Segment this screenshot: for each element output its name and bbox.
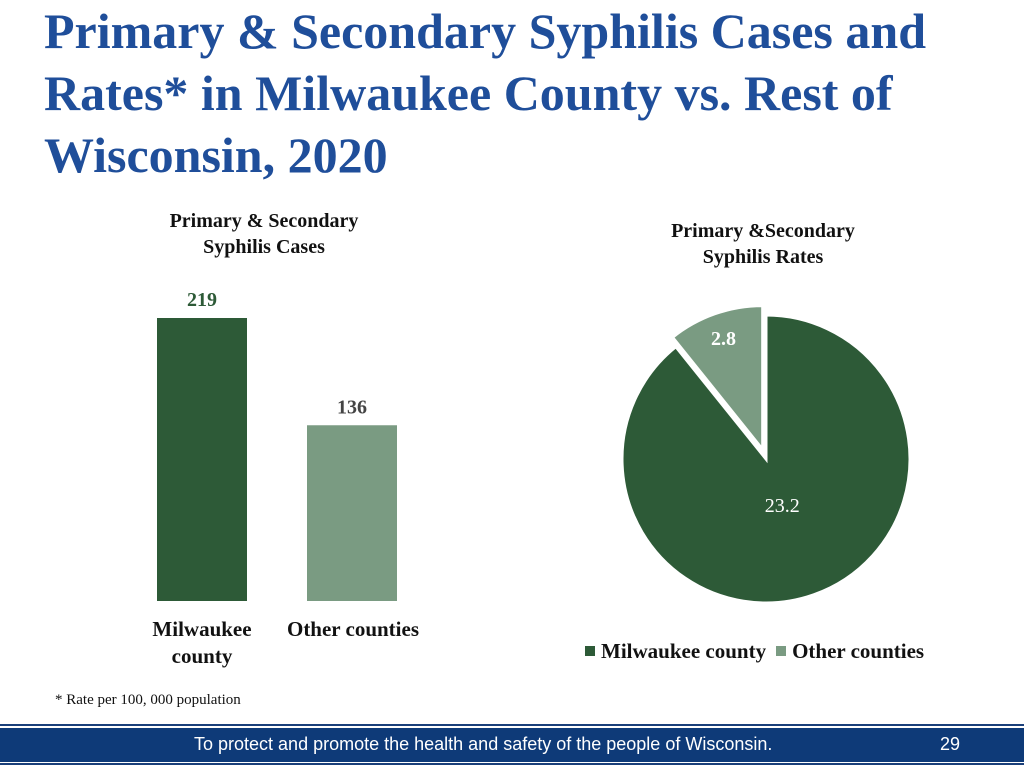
legend-label-milwaukee: Milwaukee county	[601, 638, 767, 663]
legend-swatch-milwaukee	[585, 646, 595, 656]
footer-text: To protect and promote the health and sa…	[194, 734, 773, 754]
slide-title: Primary & Secondary Syphilis Cases and R…	[44, 3, 927, 183]
footer-divider-top	[0, 724, 1024, 726]
footer-bar: To protect and promote the health and sa…	[0, 728, 1024, 762]
footer-divider-bottom	[0, 763, 1024, 765]
legend-label-other: Other counties	[792, 638, 925, 663]
pie-legend: Milwaukee county Other counties	[585, 637, 934, 665]
pie-data-label-milwaukee: 23.2	[765, 495, 800, 517]
pie-data-label-other: 2.8	[711, 328, 736, 350]
bar-category-label-milwaukee: Milwaukee county	[152, 617, 252, 668]
footnote: * Rate per 100, 000 population	[55, 692, 241, 708]
bar-chart: 219 136	[157, 289, 397, 601]
bar-other	[307, 425, 397, 601]
bar-milwaukee	[157, 318, 247, 601]
pie-slice-other	[670, 304, 765, 454]
pie-chart: 23.2 2.8	[620, 304, 912, 605]
legend-swatch-other	[776, 646, 787, 656]
bar-data-label-milwaukee: 219	[187, 289, 217, 311]
legend-item-other: Other counties	[776, 639, 924, 664]
legend-item-milwaukee: Milwaukee county	[585, 639, 766, 664]
bar-data-label-other: 136	[337, 396, 367, 418]
pie-chart-title: Primary &Secondary Syphilis Rates	[671, 220, 855, 268]
bar-chart-title: Primary & Secondary Syphilis Cases	[169, 210, 359, 258]
pie-slice-milwaukee	[620, 313, 912, 605]
bar-category-label-other: Other counties	[286, 617, 420, 641]
page-number: 29	[940, 734, 961, 754]
